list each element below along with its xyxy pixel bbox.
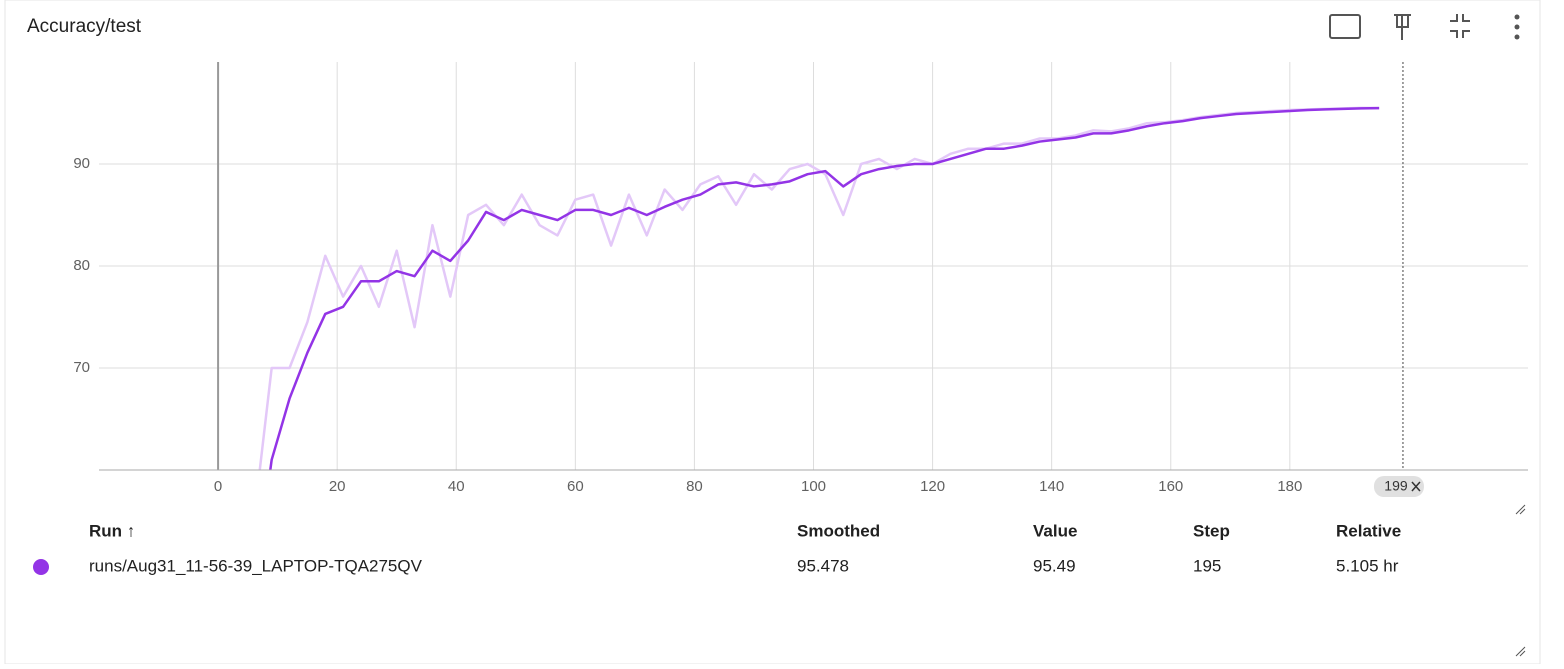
x-tick-label: 160 bbox=[1158, 478, 1183, 495]
x-tick-label: 120 bbox=[920, 478, 945, 495]
table-header: Step bbox=[1193, 521, 1230, 540]
table-cell: 5.105 hr bbox=[1336, 556, 1399, 575]
x-tick-label: 80 bbox=[686, 478, 703, 495]
x-tick-label: 40 bbox=[448, 478, 465, 495]
cursor-close bbox=[1411, 481, 1421, 492]
table-header: Run ↑ bbox=[89, 521, 135, 540]
table-header: Relative bbox=[1336, 521, 1401, 540]
x-tick-label: 0 bbox=[214, 478, 222, 495]
y-tick-label: 70 bbox=[73, 359, 90, 376]
table-cell: runs/Aug31_11-56-39_LAPTOP-TQA275QV bbox=[89, 556, 423, 575]
table-header: Value bbox=[1033, 521, 1077, 540]
x-tick-label: 20 bbox=[329, 478, 346, 495]
series-line bbox=[269, 106, 1380, 470]
x-tick-label: 100 bbox=[801, 478, 826, 495]
x-tick-label: 60 bbox=[567, 478, 584, 495]
toolbar bbox=[1329, 14, 1470, 40]
table-cell: 95.49 bbox=[1033, 556, 1076, 575]
chart-title: Accuracy/test bbox=[27, 16, 142, 37]
resize-handle[interactable] bbox=[1515, 504, 1526, 657]
table-cell: 95.478 bbox=[797, 556, 849, 575]
x-tick-label: 180 bbox=[1277, 478, 1302, 495]
menu-icon[interactable] bbox=[1514, 14, 1520, 40]
pin-icon[interactable] bbox=[1394, 14, 1411, 40]
table-cell: 195 bbox=[1193, 556, 1221, 575]
x-tick-label: 140 bbox=[1039, 478, 1064, 495]
fit-icon[interactable] bbox=[1329, 14, 1361, 39]
cursor-badge bbox=[1373, 476, 1424, 497]
table-header: Smoothed bbox=[797, 521, 880, 540]
cursor-label: 199 bbox=[1384, 478, 1408, 494]
y-tick-label: 80 bbox=[73, 257, 90, 274]
y-tick-label: 90 bbox=[73, 155, 90, 172]
run-color bbox=[33, 559, 49, 575]
collapse-icon[interactable] bbox=[1450, 14, 1470, 38]
